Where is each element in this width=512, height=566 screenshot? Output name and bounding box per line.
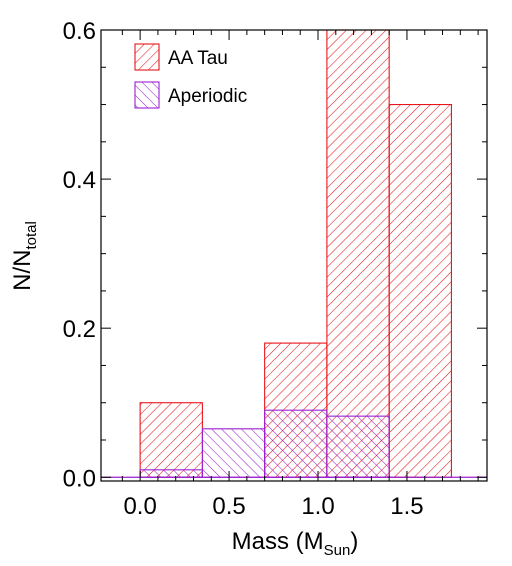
x-axis-label-close: ) (350, 528, 358, 555)
y-axis-label-sub: total (23, 221, 40, 249)
x-tick-label: 0.5 (212, 493, 245, 520)
y-axis-label-main: N/N (9, 250, 36, 291)
x-axis-label-sub: Sun (324, 542, 351, 559)
y-tick-label: 0.6 (63, 18, 96, 45)
y-tick-label: 0.0 (63, 465, 96, 492)
x-axis-label: Mass (MSun) (232, 528, 359, 559)
bars-layer (101, 30, 487, 478)
legend-swatch-aa-tau (134, 43, 160, 71)
bar-aa-tau-4 (388, 103, 452, 478)
bar-aa-tau-3 (326, 30, 390, 478)
bar-aperiodic-3 (326, 415, 390, 478)
plot-frame (100, 29, 488, 482)
bar-aperiodic-2 (264, 409, 328, 478)
ticks-layer: 0.0 0.5 1.0 1.5 0.0 0.2 0.4 0.6 (63, 18, 487, 520)
bar-aperiodic-1 (201, 428, 266, 478)
y-tick-label: 0.2 (63, 316, 96, 343)
x-axis-label-main: Mass (M (232, 528, 324, 555)
x-tick-label: 1.0 (301, 493, 334, 520)
x-tick-label: 1.5 (390, 493, 423, 520)
legend: AA Tau Aperiodic (134, 43, 247, 109)
legend-label-aa-tau: AA Tau (168, 48, 228, 69)
y-axis-label: N/Ntotal (9, 221, 40, 291)
y-tick-label: 0.4 (63, 167, 96, 194)
x-tick-label: 0.0 (123, 493, 156, 520)
bar-aa-tau-0 (139, 402, 203, 478)
legend-swatch-aperiodic (134, 81, 160, 109)
legend-label-aperiodic: Aperiodic (168, 86, 247, 107)
